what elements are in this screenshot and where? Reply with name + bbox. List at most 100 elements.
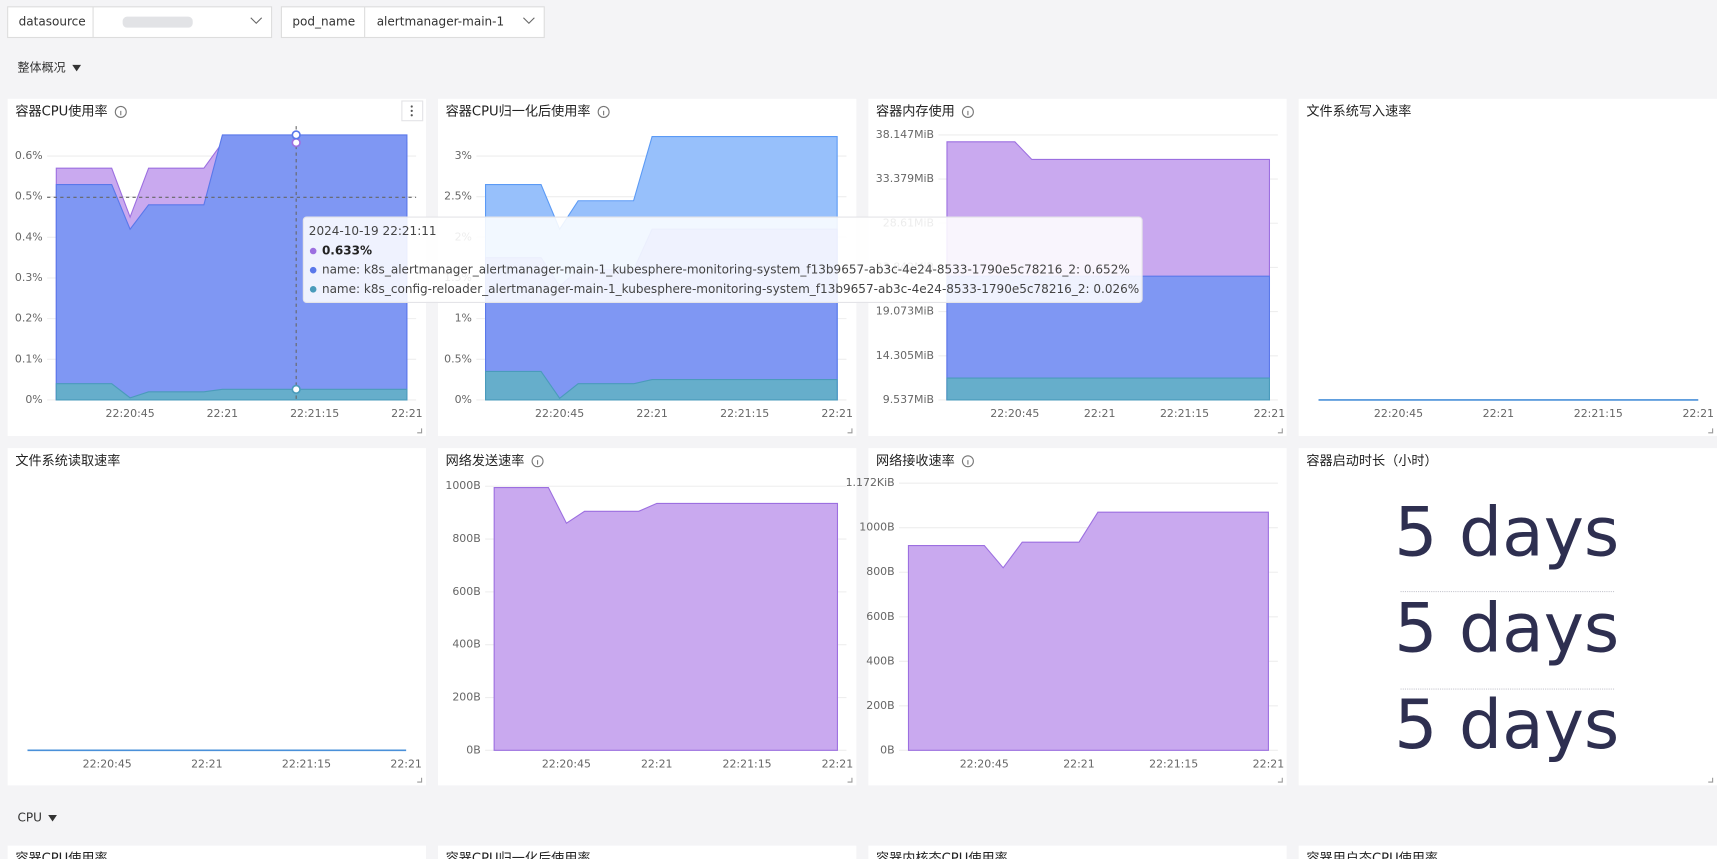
x-tick-label: 22:20:45: [1374, 407, 1423, 420]
panel-title: 容器CPU使用率: [15, 849, 107, 859]
menu-dot: [410, 109, 413, 112]
tooltip-line: name: k8s_alertmanager_alertmanager-main…: [322, 263, 1130, 277]
resize-handle: [1708, 777, 1714, 783]
info-icon[interactable]: [961, 105, 974, 118]
y-tick-label: 200B: [452, 691, 480, 704]
y-tick-label: 0B: [880, 743, 894, 756]
y-tick-label: 400B: [452, 638, 480, 651]
panel-title: 网络接收速率: [876, 452, 955, 469]
x-tick-label: 22:21:15: [290, 407, 339, 420]
x-tick-label: 22:21:15: [1160, 407, 1209, 420]
y-tick-label: 1000B: [859, 521, 894, 534]
y-tick-label: 800B: [866, 565, 894, 578]
y-tick-label: 0.5%: [15, 190, 43, 203]
y-tick-label: 1000B: [445, 479, 480, 492]
y-tick-label: 0.4%: [15, 230, 43, 243]
menu-dot: [410, 114, 413, 117]
panel-title: 文件系统读取速率: [15, 452, 120, 469]
resize-handle: [1277, 777, 1283, 783]
y-tick-label: 0.1%: [15, 352, 43, 365]
hover-point: [291, 384, 301, 395]
resize-handle: [417, 428, 423, 434]
y-tick-label: 9.537MiB: [883, 393, 934, 406]
panel: [7, 448, 426, 786]
x-tick-label: 22:20:45: [106, 407, 155, 420]
area: [907, 511, 1269, 751]
chevron: [523, 17, 535, 25]
y-tick-label: 0%: [455, 393, 472, 406]
blurred-value: [122, 16, 193, 28]
y-tick-label: 33.379MiB: [876, 172, 934, 185]
x-tick-label: 22:21: [1084, 407, 1116, 420]
x-tick-label: 22:20:45: [535, 407, 584, 420]
panel: [438, 845, 857, 859]
panel-title: 网络发送速率: [446, 452, 525, 469]
y-tick-label: 0%: [25, 393, 42, 406]
tooltip-dot: [309, 286, 317, 293]
section-title[interactable]: 整体概况: [18, 60, 66, 75]
info-icon[interactable]: [114, 105, 127, 118]
info-icon[interactable]: [597, 105, 610, 118]
resize-handle: [1277, 428, 1283, 434]
y-tick-label: 0.5%: [444, 352, 472, 365]
filter-label: pod_name: [292, 15, 355, 29]
stat-value: 5 days: [1394, 686, 1619, 765]
info-icon[interactable]: [961, 455, 974, 468]
hover-point: [291, 137, 301, 148]
stat-value: 5 days: [1394, 493, 1619, 572]
panel-title: 文件系统写入速率: [1306, 102, 1411, 119]
x-tick-label: 22:21: [1483, 407, 1515, 420]
resize-handle: [847, 428, 853, 434]
area: [493, 486, 839, 751]
panel-title: 容器内核态CPU使用率: [876, 849, 1008, 859]
section-title[interactable]: CPU: [18, 811, 42, 825]
x-tick-label: 22:21:15: [1574, 407, 1623, 420]
panel: [1298, 98, 1717, 437]
panel-title: 容器CPU归一化后使用率: [446, 102, 591, 119]
overlay: 2024-10-19 22:21:11 0.633% name: k8s_alert…: [47, 100, 1143, 400]
resize-handle: [847, 777, 853, 783]
panel-title: 容器用户态CPU使用率: [1306, 849, 1438, 859]
x-tick-label: 22:21: [1063, 758, 1095, 771]
x-tick-label: 22:21: [821, 407, 853, 420]
panel-title: 容器CPU归一化后使用率: [446, 849, 591, 859]
panel-title: 容器CPU使用率: [15, 102, 107, 119]
area: [484, 370, 838, 401]
area: [946, 377, 1271, 401]
hover-point: [291, 130, 301, 140]
resize-handle: [1708, 428, 1714, 434]
panel-title: 容器内存使用: [876, 102, 955, 119]
y-tick-label: 3%: [455, 149, 472, 162]
panel: [1298, 448, 1717, 786]
x-tick-label: 22:21: [641, 758, 673, 771]
x-tick-label: 22:21: [822, 758, 854, 771]
x-tick-label: 22:21: [391, 407, 423, 420]
caret: [48, 814, 57, 822]
menu-dot: [410, 105, 413, 108]
info-icon[interactable]: [531, 455, 544, 468]
x-tick-label: 22:21:15: [720, 407, 769, 420]
tooltip-line: 0.633%: [322, 244, 372, 258]
x-tick-label: 22:21: [636, 407, 668, 420]
y-tick-label: 200B: [866, 699, 894, 712]
resize-handle: [417, 777, 423, 783]
panel-title: 容器启动时长（小时）: [1306, 452, 1437, 469]
x-tick-label: 22:21:15: [1149, 758, 1198, 771]
y-tick-label: 600B: [452, 585, 480, 598]
x-tick-label: 22:21: [207, 407, 239, 420]
y-tick-label: 0B: [466, 743, 480, 756]
caret: [72, 64, 82, 72]
y-tick-label: 1%: [455, 312, 472, 325]
filter-pod-name[interactable]: [280, 6, 545, 39]
y-tick-label: 38.147MiB: [876, 128, 934, 141]
menu-button[interactable]: [401, 100, 424, 122]
tooltip-line: name: k8s_config-reloader_alertmanager-m…: [322, 282, 1139, 296]
stat-value: 5 days: [1394, 590, 1619, 669]
x-tick-label: 22:21: [1682, 407, 1714, 420]
x-tick-label: 22:20:45: [990, 407, 1039, 420]
x-tick-label: 22:21:15: [282, 758, 331, 771]
y-tick-label: 600B: [866, 610, 894, 623]
